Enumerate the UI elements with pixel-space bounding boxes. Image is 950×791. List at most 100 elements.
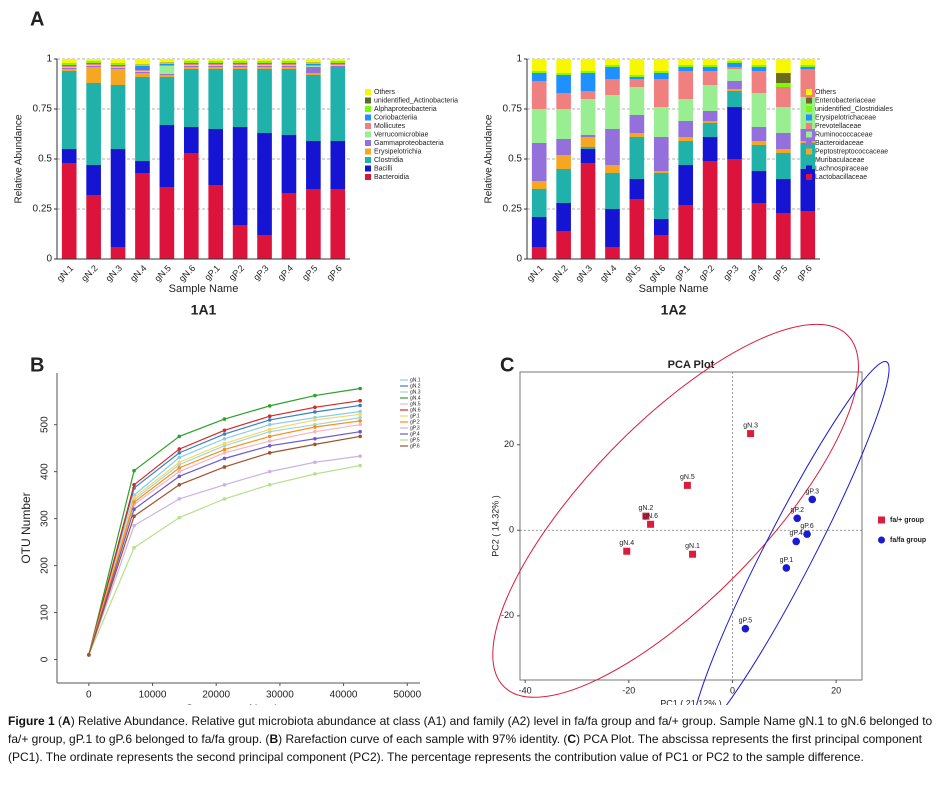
- series-marker: [222, 428, 227, 433]
- bar-segment: [135, 77, 150, 161]
- legend-swatch: [365, 148, 371, 155]
- series-marker: [358, 454, 362, 458]
- bar-segment: [257, 133, 272, 235]
- bar-segment: [556, 203, 571, 231]
- legend-label: Others: [815, 89, 837, 96]
- x-tick-label: 20: [831, 685, 841, 695]
- legend-label: gN.3: [410, 389, 421, 395]
- point-label: gN.6: [643, 513, 658, 520]
- bar-segment: [257, 66, 272, 67]
- y-axis-title: OTU Number: [19, 492, 33, 563]
- bar-segment: [702, 59, 718, 65]
- series-marker: [358, 434, 362, 439]
- bar-segment: [556, 169, 571, 203]
- bar-segment: [727, 59, 742, 61]
- bar-segment: [159, 65, 175, 66]
- x-tick-label: gP.6: [795, 263, 814, 282]
- bar-segment: [629, 179, 645, 199]
- bar-segment: [61, 163, 77, 259]
- series-marker: [313, 405, 317, 410]
- bar-segment: [531, 143, 547, 181]
- bar-segment: [800, 65, 816, 67]
- point: [803, 530, 811, 538]
- series-marker: [267, 404, 272, 408]
- bar-segment: [257, 62, 272, 63]
- bar-segment: [257, 64, 272, 65]
- caption-text: ) PCA Plot. The abscissa represents the …: [8, 732, 922, 764]
- bar-segment: [183, 67, 199, 69]
- bar-segment: [135, 70, 150, 71]
- bar-segment: [751, 65, 767, 67]
- bar-segment: [776, 213, 791, 259]
- panel-label: B: [30, 354, 44, 376]
- y-axis-title: Relative Abundance: [14, 114, 25, 203]
- bar-segment: [135, 66, 150, 70]
- bar-segment: [86, 83, 101, 165]
- bar-segment: [281, 66, 297, 67]
- legend-label: fa/fa group: [890, 537, 926, 544]
- bar-segment: [653, 171, 669, 173]
- x-tick-label: gP.4: [276, 263, 295, 282]
- chart-title: PCA Plot: [668, 359, 715, 371]
- x-tick-label: gN.6: [647, 263, 668, 284]
- x-tick-label: gN.2: [79, 263, 100, 284]
- bar-segment: [183, 66, 199, 67]
- bar-segment: [232, 67, 248, 69]
- legend-label: Bacteroidaceae: [815, 140, 864, 147]
- bar-segment: [330, 64, 346, 65]
- bar-segment: [110, 69, 126, 85]
- x-tick-label: gN.3: [574, 263, 595, 284]
- series-marker: [267, 434, 272, 439]
- series-marker: [267, 414, 272, 419]
- group-ellipse: [691, 361, 890, 705]
- bar-segment: [183, 64, 199, 65]
- bar-segment: [531, 109, 547, 143]
- bar-segment: [281, 64, 297, 65]
- bar-segment: [306, 189, 321, 259]
- caption-text: C: [567, 732, 577, 746]
- bar-segment: [159, 77, 175, 125]
- bar-segment: [330, 189, 346, 259]
- bar-segment: [183, 62, 199, 63]
- series-marker: [177, 455, 182, 460]
- bar-segment: [330, 66, 346, 67]
- bar-segment: [330, 141, 346, 189]
- series-marker: [132, 495, 136, 500]
- point: [642, 512, 650, 520]
- bar-segment: [135, 59, 150, 65]
- legend-label: Prevotellaceae: [815, 123, 861, 130]
- bar-segment: [531, 247, 547, 259]
- bar-segment: [605, 65, 620, 67]
- bar-segment: [629, 59, 645, 75]
- bar-segment: [653, 71, 669, 73]
- bar-segment: [800, 143, 816, 169]
- caption-text: ) Rarefaction curve of each sample with …: [278, 732, 568, 746]
- bar-segment: [702, 67, 718, 71]
- series-marker: [313, 418, 317, 422]
- bar-segment: [776, 73, 791, 83]
- x-tick-label: gN.5: [622, 263, 643, 284]
- x-tick-label: gP.2: [227, 263, 246, 282]
- bar-segment: [306, 75, 321, 141]
- x-tick-label: gN.4: [598, 263, 619, 284]
- bar-segment: [776, 133, 791, 149]
- bar-segment: [776, 59, 791, 73]
- x-tick-label: gP.6: [325, 263, 344, 282]
- bar-segment: [232, 225, 248, 259]
- bar-segment: [727, 159, 742, 259]
- y-tick-label: 0: [40, 656, 51, 662]
- bar-segment: [257, 69, 272, 133]
- legend-label: Erysipelotrichaceae: [815, 114, 876, 121]
- caption-text: (: [54, 714, 63, 728]
- bar-segment: [330, 63, 346, 64]
- bar-segment: [159, 75, 175, 77]
- bar-segment: [232, 63, 248, 64]
- point: [689, 550, 697, 558]
- bar-segment: [61, 71, 77, 149]
- y-axis-title: PC2 ( 14.32% ): [490, 495, 500, 557]
- bar-segment: [61, 66, 77, 67]
- bar-segment: [531, 181, 547, 189]
- x-tick-label: gN.1: [525, 263, 546, 284]
- bar-segment: [776, 107, 791, 133]
